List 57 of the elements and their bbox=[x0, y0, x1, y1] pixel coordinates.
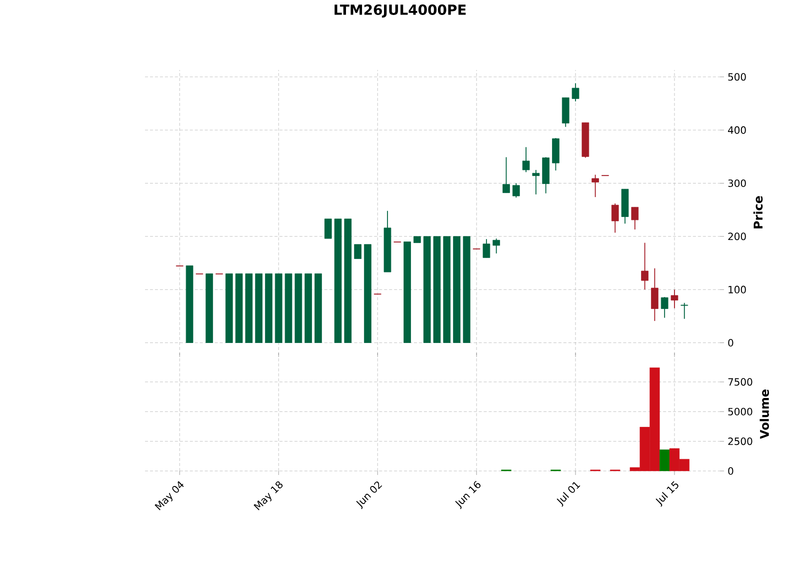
candlestick bbox=[522, 146, 530, 173]
candlestick bbox=[502, 156, 510, 194]
candlestick bbox=[453, 236, 460, 343]
candlestick bbox=[462, 236, 470, 343]
candlestick bbox=[235, 273, 243, 343]
candlestick bbox=[186, 265, 194, 343]
candlestick bbox=[423, 236, 431, 343]
x-tick-label: Jun 16 bbox=[455, 480, 480, 510]
candlestick bbox=[433, 236, 441, 343]
candlestick bbox=[592, 174, 599, 198]
candlestick bbox=[284, 273, 292, 343]
candlestick bbox=[492, 238, 500, 254]
candlestick bbox=[344, 218, 352, 343]
y-tick-label: 200 bbox=[728, 232, 746, 240]
candlestick bbox=[225, 273, 233, 343]
candlestick bbox=[512, 182, 520, 198]
candlestick bbox=[680, 302, 688, 320]
candlestick bbox=[572, 82, 580, 102]
y-tick-label: 400 bbox=[728, 126, 746, 134]
candlestick bbox=[532, 170, 540, 195]
candlestick bbox=[404, 242, 411, 343]
candlestick bbox=[611, 202, 619, 234]
candlestick bbox=[206, 273, 214, 343]
y-tick-label: 0 bbox=[728, 467, 734, 475]
candlestick bbox=[631, 206, 639, 230]
y-axis-title: Price bbox=[753, 196, 763, 228]
candlestick bbox=[651, 268, 658, 322]
chart-title: LTM26JUL4000PE bbox=[334, 4, 466, 18]
candlestick bbox=[354, 244, 362, 259]
candlestick bbox=[265, 273, 272, 343]
y-tick-label: 0 bbox=[728, 338, 734, 347]
candlestick bbox=[314, 273, 322, 343]
y-tick-label: 500 bbox=[728, 73, 746, 81]
candlestick bbox=[255, 273, 262, 343]
y-axis-title: Volume bbox=[760, 390, 769, 439]
candlestick bbox=[364, 244, 372, 343]
candlestick bbox=[660, 296, 668, 318]
x-tick-label: Jun 02 bbox=[356, 482, 382, 510]
candlestick bbox=[245, 273, 253, 343]
x-tick-label: Jul 01 bbox=[556, 482, 580, 507]
candlestick bbox=[482, 238, 490, 258]
bar bbox=[660, 450, 670, 472]
candlestick bbox=[443, 236, 451, 343]
candlestick bbox=[294, 273, 302, 343]
y-tick-label: 300 bbox=[728, 179, 746, 188]
candlestick bbox=[641, 242, 648, 290]
y-tick-label: 7500 bbox=[728, 378, 752, 386]
candlestick bbox=[324, 218, 332, 239]
candlestick bbox=[414, 236, 421, 243]
y-tick-label: 100 bbox=[728, 286, 746, 294]
y-tick-label: 5000 bbox=[728, 408, 752, 416]
candlestick bbox=[334, 218, 342, 343]
candlestick bbox=[670, 289, 678, 309]
x-tick-label: Jul 15 bbox=[656, 481, 678, 507]
candlestick bbox=[304, 273, 312, 343]
y-tick-label: 2500 bbox=[728, 438, 752, 446]
candlestick bbox=[274, 273, 282, 343]
